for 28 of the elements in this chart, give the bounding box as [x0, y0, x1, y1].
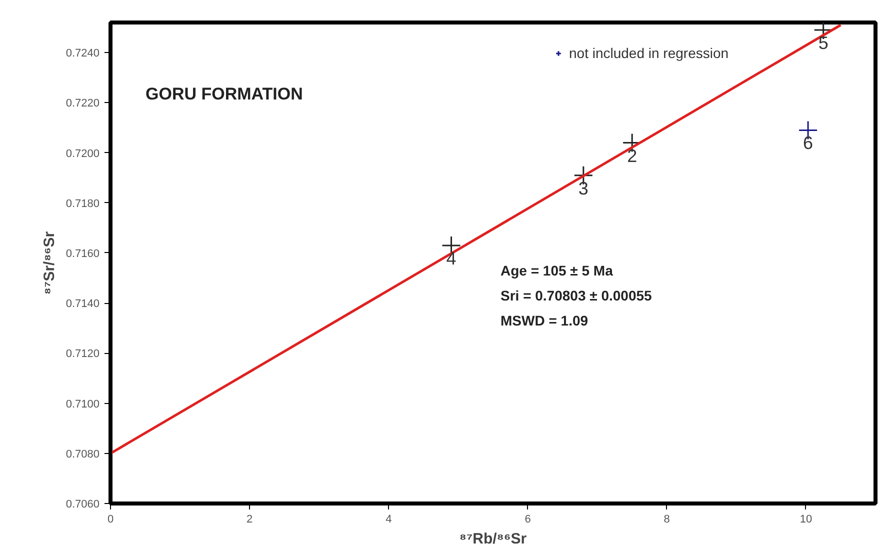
- annotation: 5: [818, 33, 828, 54]
- y-tick-label: 0.7060: [66, 498, 100, 510]
- y-tick-label: 0.7240: [66, 48, 100, 60]
- annotation: 3: [578, 178, 588, 198]
- y-tick-label: 0.7100: [66, 398, 100, 410]
- annotation: 2: [627, 146, 638, 166]
- x-tick-label: 2: [246, 514, 253, 526]
- legend-label: not included in regression: [569, 45, 729, 61]
- y-axis-title: ⁸⁷Sr/⁸⁶Sr: [40, 231, 58, 295]
- x-tick-label: 6: [524, 514, 531, 526]
- y-tick-label: 0.7180: [66, 198, 100, 210]
- x-tick-label: 8: [664, 514, 670, 526]
- x-tick-label: 0: [107, 514, 114, 526]
- x-axis-title: ⁸⁷Rb/⁸⁶Sr: [459, 530, 527, 548]
- x-tick-label: 4: [386, 514, 392, 526]
- annotation: Sri = 0.70803 ± 0.00055: [500, 288, 652, 304]
- annotation: 4: [446, 248, 456, 268]
- y-tick-label: 0.7220: [66, 98, 100, 110]
- text: GORU FORMATION: [146, 84, 303, 104]
- y-tick-label: 0.7140: [66, 298, 100, 310]
- y-tick-label: 0.7200: [66, 148, 100, 160]
- y-tick-label: 0.7160: [66, 248, 100, 260]
- annotation: Age = 105 ± 5 Ma: [500, 262, 614, 278]
- annotation: MSWD = 1.09: [500, 312, 588, 328]
- annotation: 6: [803, 133, 814, 154]
- y-tick-label: 0.7120: [66, 348, 100, 360]
- x-tick-label: 10: [800, 514, 812, 526]
- y-tick-label: 0.7080: [66, 448, 100, 460]
